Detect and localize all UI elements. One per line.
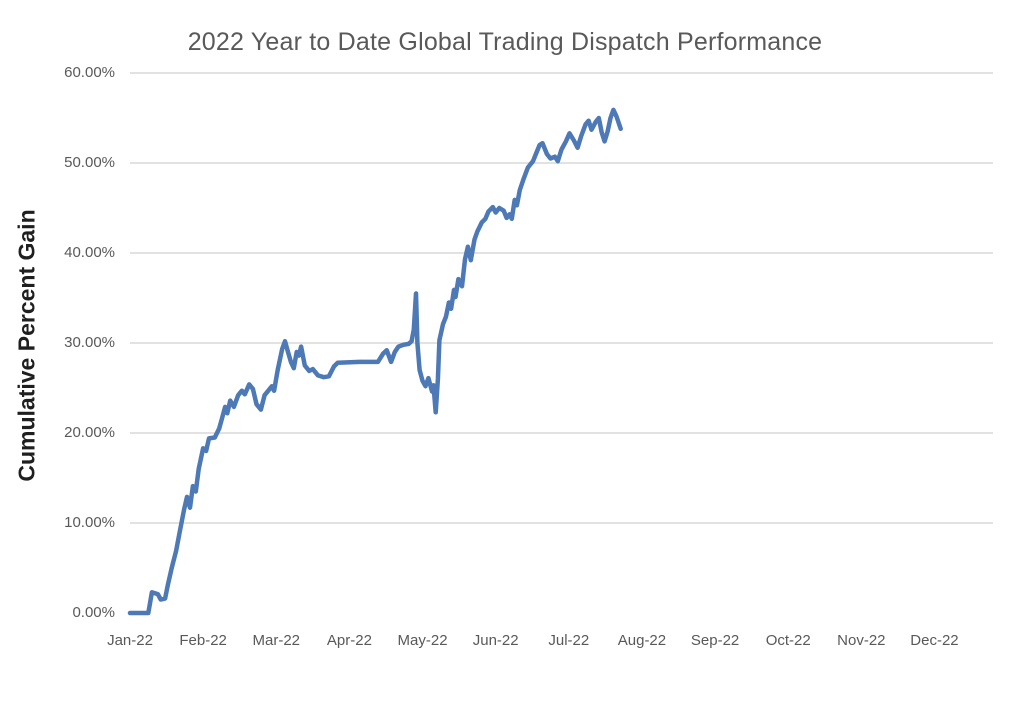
x-tick-label: Jul-22 xyxy=(548,632,590,649)
y-tick-label: 10.00% xyxy=(64,514,115,531)
y-tick-label: 20.00% xyxy=(64,424,115,441)
x-tick-label: Dec-22 xyxy=(910,632,959,649)
x-tick-label: Jan-22 xyxy=(107,632,153,649)
y-tick-label: 0.00% xyxy=(72,604,115,621)
performance-line xyxy=(127,107,623,616)
x-tick-label: Mar-22 xyxy=(252,632,301,649)
chart-title: 2022 Year to Date Global Trading Dispatc… xyxy=(187,28,823,56)
x-tick-label: May-22 xyxy=(397,632,448,649)
x-tick-label: Sep-22 xyxy=(690,632,740,649)
y-tick-label: 60.00% xyxy=(64,64,115,81)
x-tick-label: Oct-22 xyxy=(765,632,811,649)
x-tick-label: Feb-22 xyxy=(179,632,227,649)
x-tick-label: Apr-22 xyxy=(326,632,372,649)
x-tick-label: Jun-22 xyxy=(472,632,519,649)
y-tick-label: 50.00% xyxy=(64,154,115,171)
y-tick-label: 40.00% xyxy=(64,244,115,261)
x-tick-label: Aug-22 xyxy=(617,632,667,649)
x-tick-label: Nov-22 xyxy=(837,632,886,649)
y-tick-label: 30.00% xyxy=(64,334,115,351)
